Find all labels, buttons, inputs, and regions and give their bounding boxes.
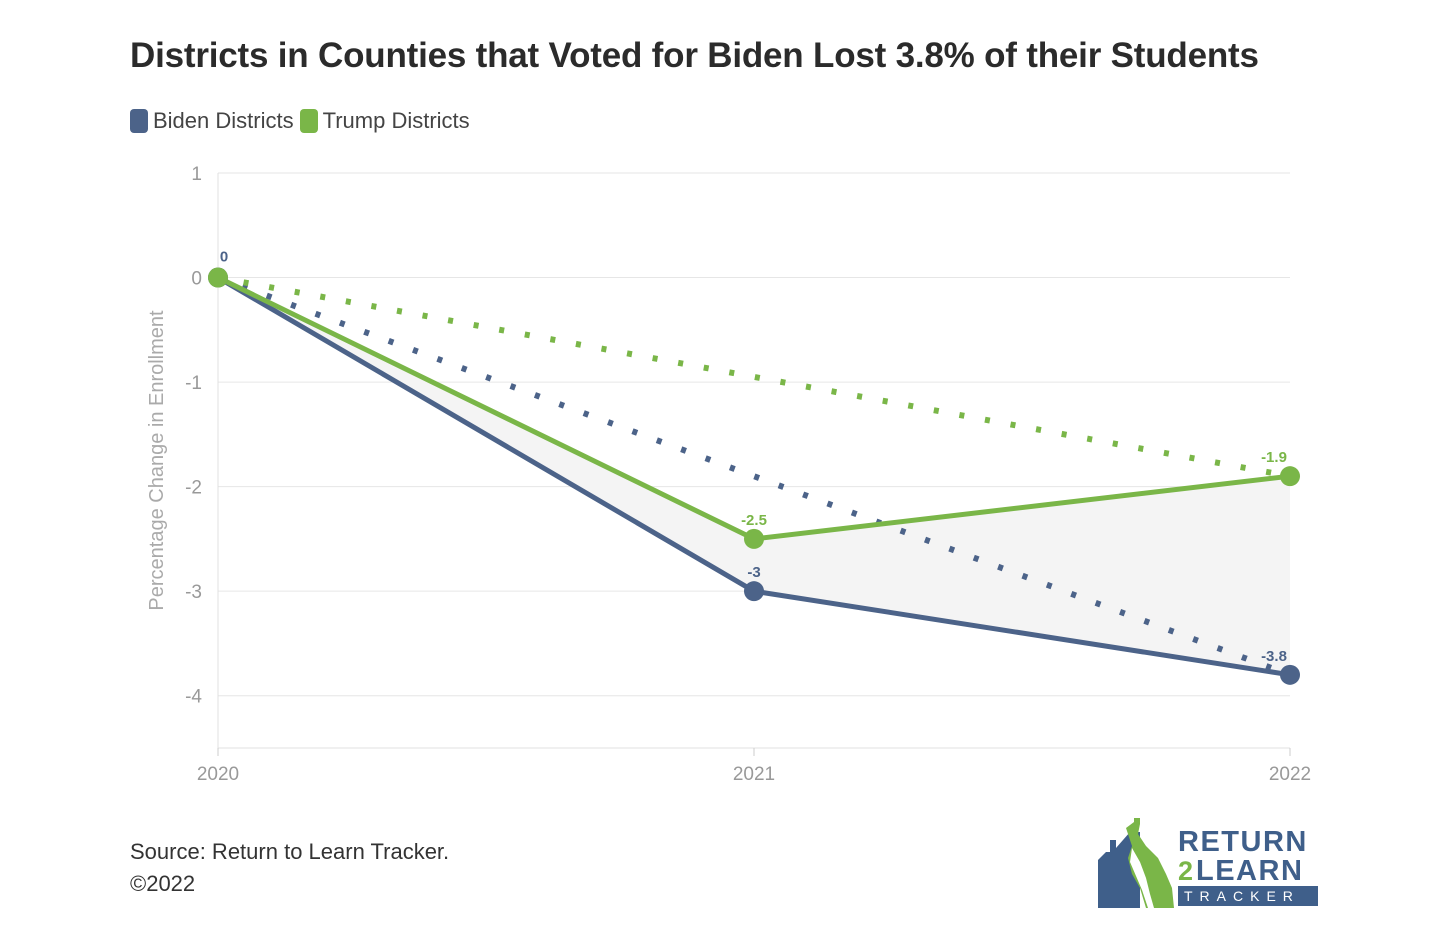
y-tick-label: -3: [185, 582, 202, 603]
data-point: [744, 581, 764, 602]
source-note: Source: Return to Learn Tracker. ©2022: [130, 836, 449, 900]
x-tick-label: 2022: [1269, 764, 1311, 785]
data-label: -3: [747, 564, 760, 581]
y-tick-label: -2: [185, 478, 202, 499]
house-map-icon: [1098, 818, 1174, 908]
x-tick-label: 2021: [733, 764, 775, 785]
source-text: Source: Return to Learn Tracker.: [130, 839, 450, 864]
chart-title: Districts in Counties that Voted for Bid…: [130, 36, 1259, 75]
logo-return-text: RETURN: [1178, 826, 1308, 858]
logo-learn-text: LEARN: [1196, 855, 1303, 887]
legend: Biden Districts Trump Districts: [130, 108, 476, 134]
y-tick-label: 1: [191, 164, 202, 185]
y-tick-label: 0: [191, 269, 202, 290]
legend-item-biden[interactable]: Biden Districts: [130, 108, 294, 134]
data-point: [1280, 664, 1300, 685]
logo-tracker-band: [1178, 886, 1318, 906]
legend-label-biden: Biden Districts: [153, 108, 294, 133]
legend-swatch-trump: [299, 109, 318, 133]
copyright-text: ©2022: [130, 871, 196, 896]
data-label: 0: [220, 249, 228, 266]
legend-label-trump: Trump Districts: [322, 108, 470, 133]
data-label: -3.8: [1261, 648, 1287, 665]
shaded-area: [218, 277, 1290, 675]
data-label: -2.5: [741, 512, 767, 529]
logo-two-text: 2: [1178, 856, 1193, 886]
data-label: -1.9: [1261, 449, 1287, 466]
legend-item-trump[interactable]: Trump Districts: [299, 108, 470, 134]
trendline-1: [217, 274, 1291, 480]
data-point: [1280, 466, 1300, 487]
y-tick-label: -1: [185, 373, 202, 394]
x-tick-label: 2020: [197, 764, 239, 785]
y-tick-label: -4: [185, 687, 202, 708]
data-point: [744, 528, 764, 549]
legend-swatch-biden: [130, 109, 148, 133]
logo-tracker-text: TRACKER: [1184, 888, 1300, 904]
y-axis-title: Percentage Change in Enrollment: [146, 310, 168, 611]
return-to-learn-logo: RETURN 2 LEARN TRACKER: [1098, 818, 1318, 908]
data-point: [208, 267, 228, 288]
